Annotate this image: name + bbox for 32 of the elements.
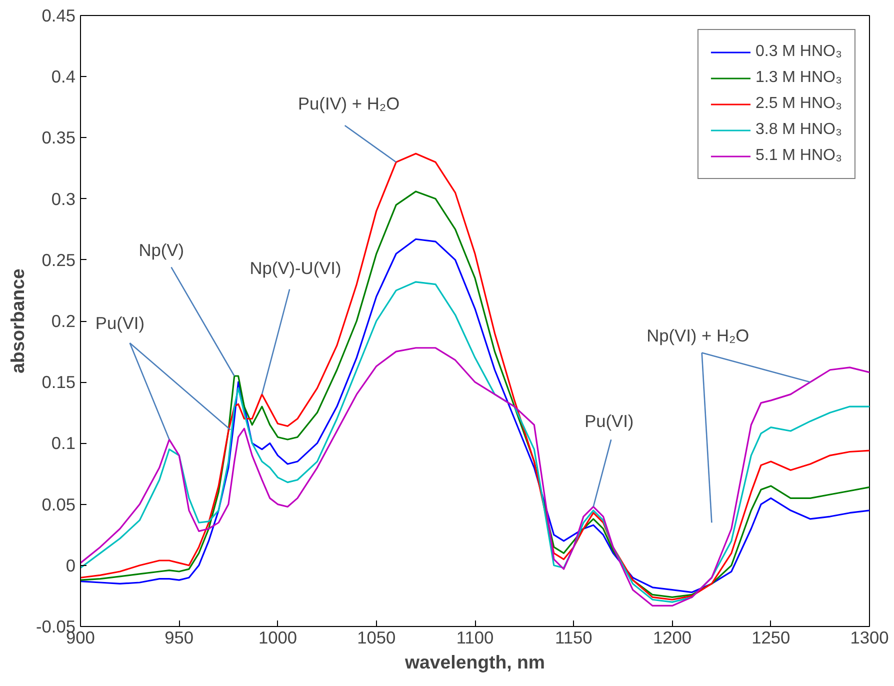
legend-label: 1.3 M HNO₃: [755, 69, 842, 87]
annotation: Pu(VI): [584, 410, 634, 431]
y-tick-label: 0.1: [51, 433, 76, 454]
line-series: [80, 347, 870, 607]
y-tick-label: 0.05: [42, 494, 76, 514]
x-tick-label: 1050: [357, 628, 396, 648]
annotation: Np(VI) + H₂O: [646, 325, 750, 346]
x-tick-label: 1150: [554, 628, 592, 648]
y-tick-label: 0.35: [42, 128, 76, 148]
y-tick-label: 0.15: [42, 372, 76, 392]
annotation: Np(V)-U(VI): [250, 258, 342, 278]
x-tick-label: 1000: [258, 628, 298, 648]
annotation: Pu(IV) + H₂O: [298, 93, 400, 114]
y-tick-label: 0.2: [51, 311, 76, 331]
legend-label: 5.1 M HNO₃: [755, 147, 842, 165]
y-tick-label: 0.45: [42, 6, 76, 26]
y-tick-label: 0: [66, 555, 76, 576]
y-axis-title: absorbance: [7, 268, 28, 374]
y-tick-label: 0.25: [42, 250, 76, 270]
annotation: Np(V): [138, 240, 184, 260]
x-tick-label: 1200: [652, 628, 692, 648]
x-tick-label: 1250: [752, 628, 790, 648]
y-tick-label: 0.3: [51, 188, 76, 209]
x-axis-title: wavelength, nm: [404, 652, 545, 672]
legend-label: 2.5 M HNO₃: [755, 95, 842, 113]
y-tick-label: 0.4: [51, 66, 76, 87]
legend-label: 3.8 M HNO₃: [755, 121, 842, 139]
x-tick-label: 1300: [850, 628, 889, 648]
x-tick-label: 950: [164, 628, 194, 648]
annotation: Pu(VI): [95, 313, 145, 334]
x-tick-label: 1100: [456, 628, 494, 648]
legend-label: 0.3 M HNO₃: [755, 43, 842, 61]
